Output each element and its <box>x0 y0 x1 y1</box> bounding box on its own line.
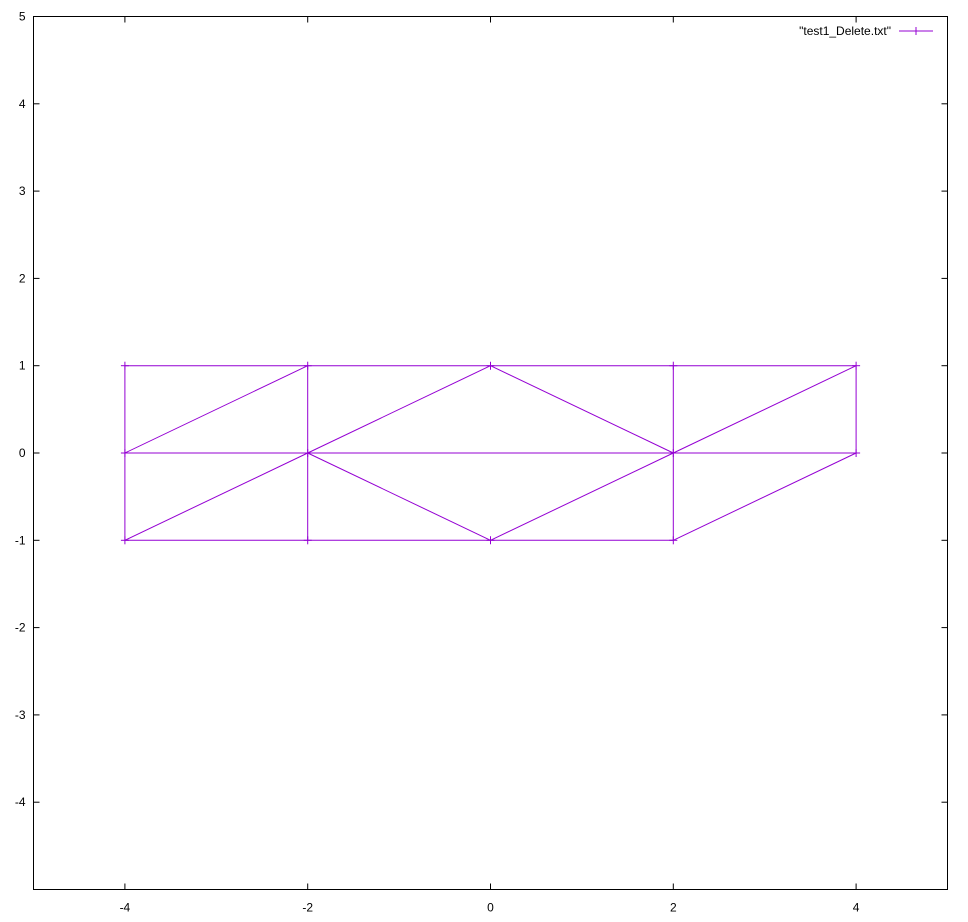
series-segment <box>673 452 857 541</box>
y-tick-label: -2 <box>15 621 26 635</box>
data-point-marker <box>303 536 312 545</box>
x-tick-label: -2 <box>302 901 313 915</box>
y-tick-label: 1 <box>19 359 26 373</box>
series-segment <box>490 365 674 454</box>
data-point-marker <box>486 536 495 545</box>
series-segment <box>124 365 308 454</box>
data-point-marker <box>120 536 129 545</box>
data-point-marker <box>303 449 312 457</box>
data-point-marker <box>303 361 312 370</box>
y-tick-label: -3 <box>15 708 26 722</box>
x-tick-label: 4 <box>853 901 860 915</box>
data-point-marker <box>120 449 129 457</box>
data-point-marker <box>669 536 678 545</box>
y-tick-label: 2 <box>19 271 26 285</box>
y-tick-label: -4 <box>15 795 26 809</box>
legend: "test1_Delete.txt" <box>799 24 933 38</box>
data-point-marker <box>852 361 861 370</box>
x-tick-label: 2 <box>670 901 677 915</box>
y-tick-label: 0 <box>19 446 26 460</box>
series-segment <box>673 365 857 454</box>
data-point-marker <box>486 361 495 370</box>
series-layer <box>120 361 861 545</box>
axis-ticks <box>33 16 948 890</box>
x-axis-tick-labels: -4 -2 0 2 4 <box>120 901 860 915</box>
y-axis-tick-labels: -4 -3 -2 -1 0 1 2 3 4 5 <box>15 10 26 810</box>
data-point-marker <box>669 449 678 457</box>
y-tick-label: 4 <box>19 97 26 111</box>
series-segment <box>307 365 491 454</box>
data-point-marker <box>120 361 129 370</box>
legend-label: "test1_Delete.txt" <box>799 24 891 38</box>
data-point-marker <box>669 361 678 370</box>
y-tick-label: -1 <box>15 533 26 547</box>
x-tick-label: 0 <box>487 901 494 915</box>
x-tick-label: -4 <box>120 901 131 915</box>
data-point-marker <box>852 449 861 457</box>
y-tick-label: 3 <box>19 184 26 198</box>
series-segment <box>307 452 491 541</box>
y-tick-label: 5 <box>19 10 26 24</box>
series-segment <box>124 452 308 541</box>
series-segment <box>490 452 674 541</box>
